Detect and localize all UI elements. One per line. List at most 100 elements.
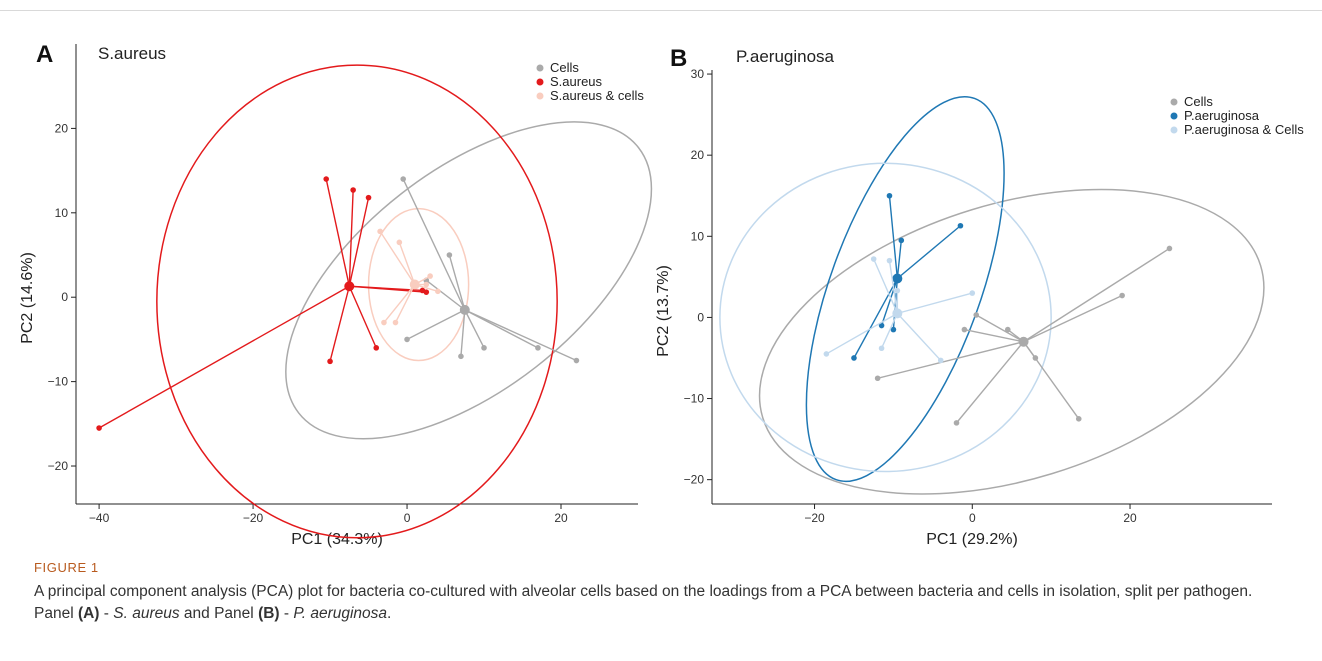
panel-b-spoke bbox=[853, 278, 898, 359]
panel-a-spoke bbox=[348, 197, 370, 287]
panel-b-legend-swatch bbox=[1170, 112, 1178, 120]
panel-a-spoke bbox=[406, 309, 466, 341]
panel-b-point bbox=[851, 355, 857, 361]
panel-b-point bbox=[886, 257, 893, 264]
panel-a-point bbox=[446, 252, 453, 258]
panel-a-y-tick-label: 20 bbox=[55, 121, 69, 135]
panel-b-point bbox=[957, 222, 964, 229]
panel-a-point bbox=[423, 281, 430, 288]
panel-b-spoke bbox=[896, 240, 902, 279]
panel-a-y-tick-label: 10 bbox=[55, 206, 69, 220]
panel-a-legend-label: S.aureus & cells bbox=[550, 88, 644, 103]
panel-a-legend-swatch bbox=[536, 92, 544, 100]
panel-b-point bbox=[870, 256, 877, 262]
panel-a-spoke bbox=[98, 285, 350, 429]
panel-b-point bbox=[969, 290, 976, 296]
panel-a-y-tick-label: −10 bbox=[48, 375, 69, 389]
panel-b-spoke bbox=[964, 328, 1024, 343]
panel-b-spoke bbox=[1023, 247, 1170, 343]
panel-a-point bbox=[392, 319, 399, 326]
panel-b-spoke bbox=[880, 278, 899, 326]
panel-b-centroid-2 bbox=[892, 308, 903, 319]
panel-b-spoke bbox=[873, 258, 898, 314]
panel-a-spoke bbox=[460, 309, 466, 357]
panel-b-spoke bbox=[888, 195, 899, 279]
panel-b-centroid-1 bbox=[892, 273, 903, 284]
caption-species-a: S. aureus bbox=[113, 605, 180, 622]
panel-b-y-axis-label: PC2 (13.7%) bbox=[655, 265, 672, 357]
panel-b-y-tick-label: −10 bbox=[684, 392, 705, 406]
panel-b-x-tick-label: −20 bbox=[804, 511, 825, 525]
panel-a-point bbox=[435, 288, 441, 295]
panel-a-point bbox=[400, 176, 406, 182]
panel-a-point bbox=[573, 357, 580, 364]
panel-b-point bbox=[1075, 416, 1082, 422]
panel-b-point bbox=[937, 357, 944, 364]
panel-a-ellipse-2 bbox=[367, 207, 470, 362]
panel-b-point bbox=[898, 237, 905, 244]
panel-b-ellipse-1 bbox=[805, 95, 1005, 483]
panel-a-legend-swatch bbox=[536, 78, 544, 86]
panel-a-point bbox=[381, 319, 387, 326]
panel-a-spoke bbox=[325, 178, 350, 287]
panel-b-x-axis-label: PC1 (29.2%) bbox=[926, 531, 1018, 548]
panel-b-centroid-0 bbox=[1018, 336, 1029, 347]
panel-a-spoke bbox=[402, 178, 466, 311]
panel-b-spoke bbox=[888, 260, 899, 314]
panel-a-panel-label: A bbox=[36, 41, 53, 68]
caption-label: FIGURE 1 bbox=[34, 560, 99, 575]
panel-b-legend-swatch bbox=[1170, 126, 1178, 134]
panel-b-legend-label: Cells bbox=[1184, 94, 1213, 109]
panel-a-y-tick-label: 0 bbox=[61, 290, 68, 304]
panel-b-spoke bbox=[896, 312, 942, 361]
panel-a-ellipse-1 bbox=[156, 64, 558, 539]
panel-b-point bbox=[961, 326, 968, 333]
panel-a-point bbox=[377, 228, 383, 235]
panel-a-spoke bbox=[464, 309, 485, 349]
panel-a-x-axis-label: PC1 (34.3%) bbox=[291, 531, 383, 548]
panel-a-point bbox=[365, 194, 372, 201]
panel-b-spoke bbox=[975, 314, 1024, 343]
top-divider bbox=[0, 10, 1322, 11]
panel-b-point bbox=[1032, 355, 1039, 361]
figure: −40 −20 0 20 −20 −10 0 10 20 PC1 (34.3%) PC2 (14.6… bbox=[0, 14, 1322, 554]
panel-b-point bbox=[1004, 326, 1011, 333]
panel-a-y-axis-label: PC2 (14.6%) bbox=[19, 252, 36, 344]
panel-a-point bbox=[96, 425, 102, 431]
panel-a-point bbox=[423, 289, 430, 295]
panel-a-spoke bbox=[394, 284, 416, 323]
panel-a-spoke bbox=[348, 285, 377, 349]
panel-b-point bbox=[1119, 292, 1125, 299]
panel-a-spoke bbox=[383, 284, 416, 323]
panel-b-spoke bbox=[897, 292, 973, 315]
panel-b-spoke bbox=[955, 341, 1025, 424]
panel-a-point bbox=[481, 345, 487, 351]
panel-a-x-tick-label: −20 bbox=[243, 511, 264, 525]
panel-b-point bbox=[1166, 245, 1173, 252]
panel-b-point bbox=[894, 287, 901, 294]
panel-b-spoke bbox=[880, 313, 898, 349]
panel-b-legend-swatch bbox=[1170, 98, 1178, 106]
caption-main: A principal component analysis (PCA) plo… bbox=[34, 583, 1253, 622]
panel-a-point bbox=[427, 273, 433, 279]
panel-a-legend-label: S.aureus bbox=[550, 74, 603, 89]
panel-a-point bbox=[327, 358, 333, 365]
caption-end: . bbox=[387, 605, 392, 622]
panel-a-spoke bbox=[425, 279, 466, 311]
panel-b-spoke bbox=[877, 341, 1024, 379]
figure-caption: FIGURE 1 A principal component analysis … bbox=[34, 560, 1294, 625]
panel-b-spoke bbox=[826, 312, 898, 355]
caption-species-b: P. aeruginosa bbox=[293, 605, 388, 622]
panel-b-x-tick-label: 20 bbox=[1123, 511, 1137, 525]
panel-a-legend-label: Cells bbox=[550, 60, 579, 75]
panel-b-y-tick-label: 10 bbox=[691, 229, 705, 243]
panel-b-legend-label: P.aeruginosa bbox=[1184, 108, 1260, 123]
panel-a-spoke bbox=[349, 285, 427, 293]
panel-b-y-tick-label: 30 bbox=[691, 67, 705, 81]
panel-a-point bbox=[458, 353, 464, 360]
panel-b-title: P.aeruginosa bbox=[736, 47, 835, 66]
panel-a-spoke bbox=[398, 242, 416, 285]
panel-a-y-tick-label: −20 bbox=[48, 459, 69, 473]
caption-text: A principal component analysis (PCA) plo… bbox=[34, 581, 1294, 625]
panel-b-y-tick-label: −20 bbox=[684, 473, 705, 487]
